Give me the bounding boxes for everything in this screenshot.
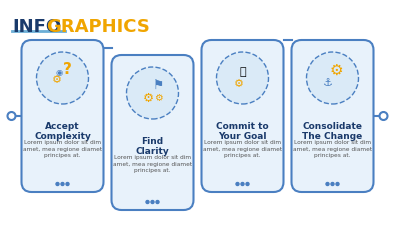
Circle shape (241, 182, 244, 186)
Text: ⚑: ⚑ (153, 78, 164, 91)
Circle shape (36, 52, 88, 104)
Text: Lorem ipsum dolor sit dim
amet, mea regione diamet
principes at.: Lorem ipsum dolor sit dim amet, mea regi… (293, 140, 372, 158)
Text: ⚙: ⚙ (233, 79, 243, 89)
Circle shape (8, 112, 15, 120)
Text: Find
Clarity: Find Clarity (135, 137, 169, 156)
Text: Accept
Complexity: Accept Complexity (34, 122, 91, 141)
FancyBboxPatch shape (111, 55, 194, 210)
Circle shape (146, 200, 149, 204)
Text: Commit to
Your Goal: Commit to Your Goal (216, 122, 269, 141)
Circle shape (246, 182, 249, 186)
Circle shape (126, 67, 179, 119)
Circle shape (236, 182, 239, 186)
Text: INFO: INFO (12, 18, 61, 36)
Text: ⚙: ⚙ (330, 62, 343, 78)
FancyBboxPatch shape (21, 40, 103, 192)
Circle shape (336, 182, 339, 186)
Text: ⚓: ⚓ (322, 78, 333, 88)
Circle shape (56, 182, 59, 186)
FancyBboxPatch shape (292, 40, 374, 192)
Text: 🏆: 🏆 (239, 67, 246, 77)
Text: ⚙: ⚙ (154, 93, 163, 103)
Text: ◉: ◉ (56, 68, 63, 78)
Text: ⚙: ⚙ (51, 75, 62, 85)
Text: Lorem ipsum dolor sit dim
amet, mea regione diamet
principes at.: Lorem ipsum dolor sit dim amet, mea regi… (23, 140, 102, 158)
Text: Consolidate
The Change: Consolidate The Change (303, 122, 363, 141)
Circle shape (331, 182, 334, 186)
Circle shape (216, 52, 269, 104)
Text: Lorem ipsum dolor sit dim
amet, mea regione diamet
principes at.: Lorem ipsum dolor sit dim amet, mea regi… (203, 140, 282, 158)
Circle shape (156, 200, 159, 204)
Circle shape (307, 52, 359, 104)
FancyBboxPatch shape (201, 40, 284, 192)
Text: ⚙: ⚙ (143, 91, 154, 104)
Circle shape (326, 182, 329, 186)
Circle shape (61, 182, 64, 186)
Text: ?: ? (63, 62, 72, 78)
Circle shape (151, 200, 154, 204)
Circle shape (380, 112, 387, 120)
Text: Lorem ipsum dolor sit dim
amet, mea regione diamet
principes at.: Lorem ipsum dolor sit dim amet, mea regi… (113, 155, 192, 173)
Text: GRAPHICS: GRAPHICS (46, 18, 150, 36)
Circle shape (66, 182, 69, 186)
